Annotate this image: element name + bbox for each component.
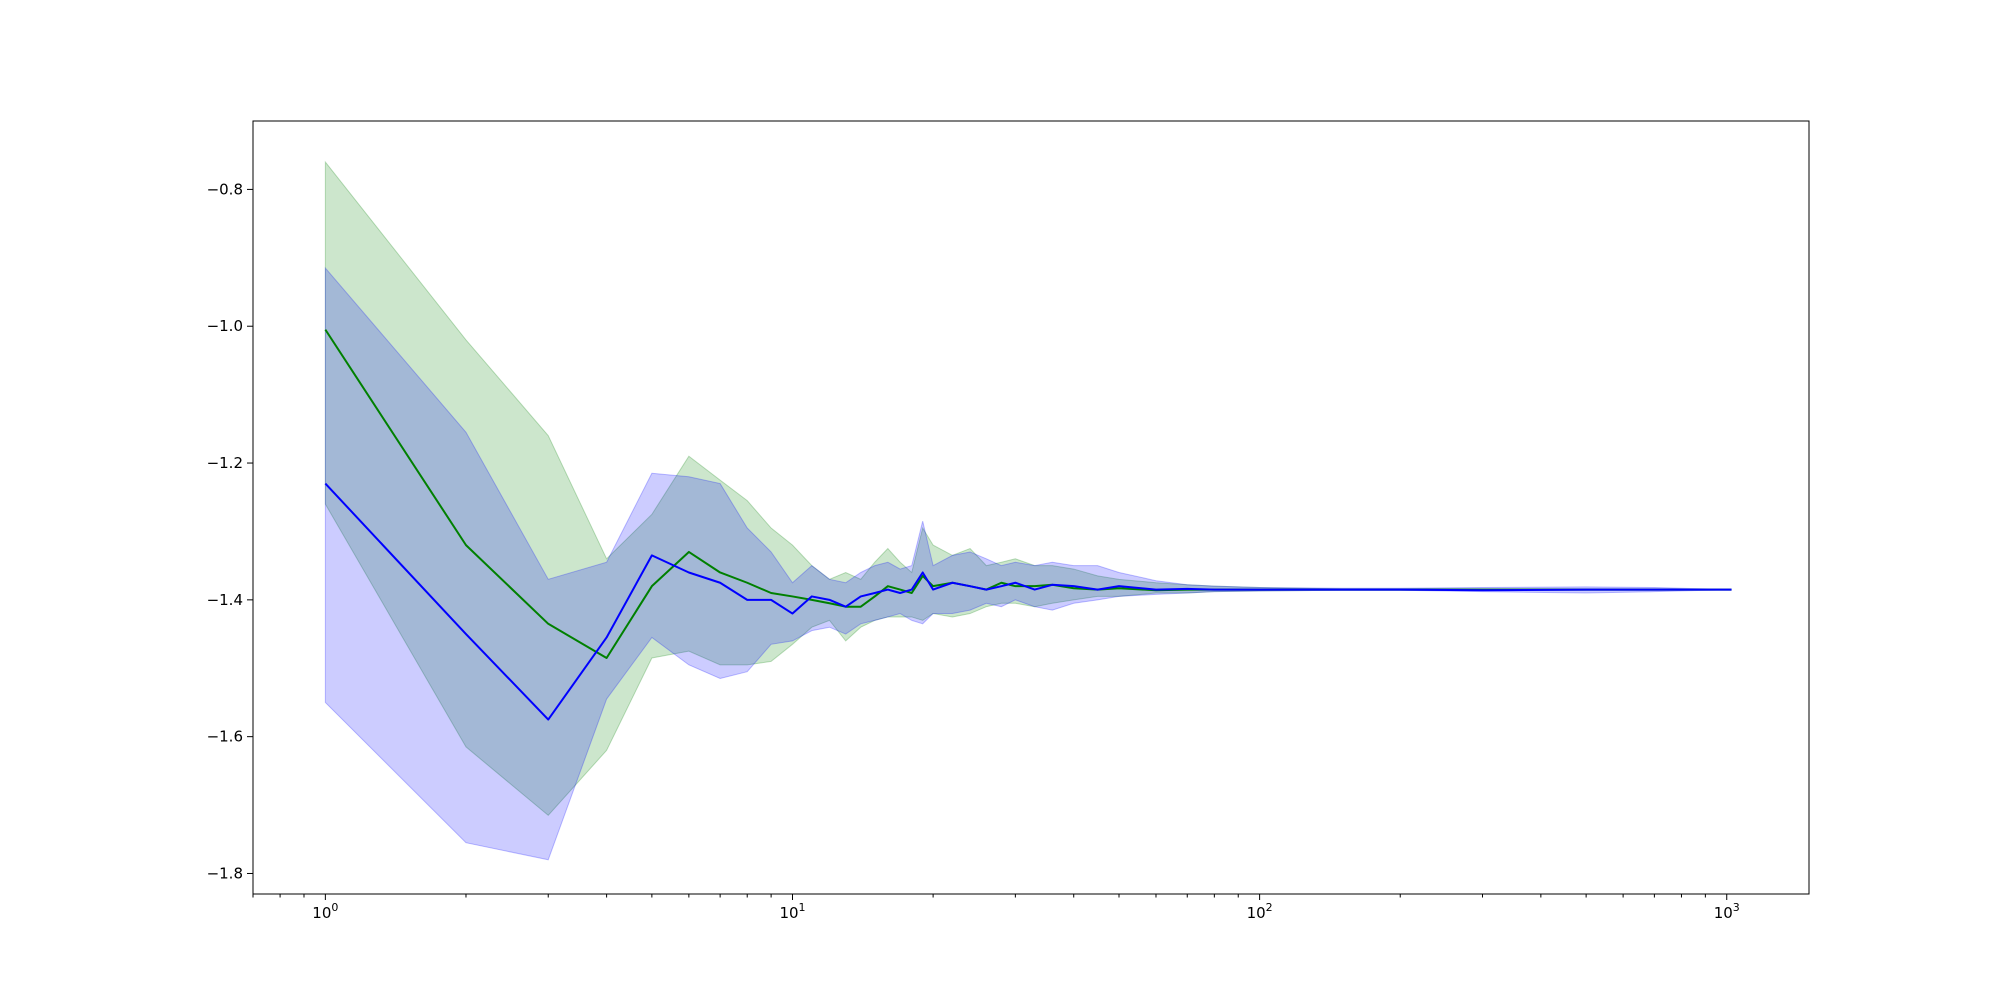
y-tick-label: −1.2 <box>207 454 243 472</box>
plot-frame <box>252 120 1810 895</box>
x-tick-label: 100 <box>312 901 338 922</box>
y-tick-label: −1.0 <box>207 317 243 335</box>
x-tick-label: 102 <box>1247 901 1273 922</box>
y-tick-label: −1.6 <box>207 728 243 746</box>
x-tick-label: 103 <box>1714 901 1740 922</box>
x-axis: 100 101 102 103 <box>252 894 1740 922</box>
x-tick-label: 101 <box>779 901 805 922</box>
y-axis: −0.8 −1.0 −1.2 −1.4 −1.6 −1.8 <box>207 180 253 882</box>
series-2-line <box>324 482 1732 721</box>
series-lines <box>324 329 1732 721</box>
y-tick-label: −1.8 <box>207 864 243 882</box>
y-tick-label: −0.8 <box>207 180 243 198</box>
series-2-band <box>324 266 1732 861</box>
y-tick-label: −1.4 <box>207 591 243 609</box>
